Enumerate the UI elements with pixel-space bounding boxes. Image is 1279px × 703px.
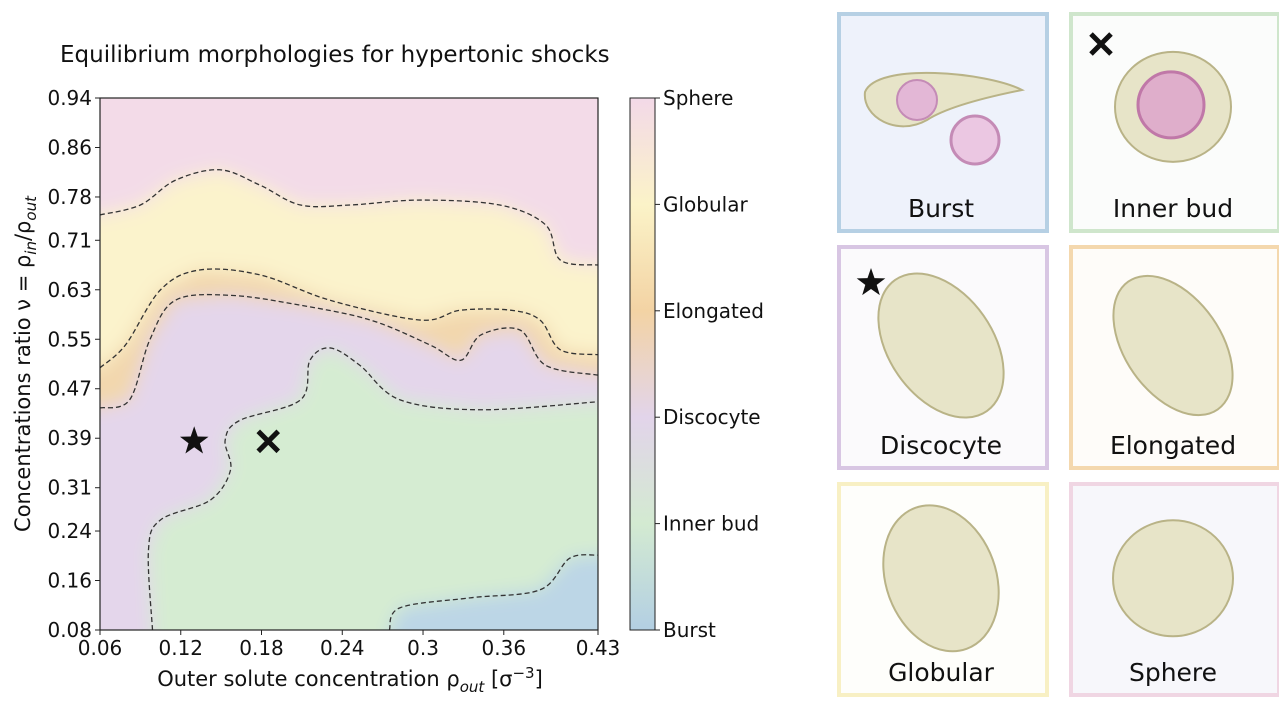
cell-image (1138, 72, 1204, 138)
colorbar-label: Burst (663, 618, 716, 642)
colorbar-label: Sphere (663, 86, 733, 110)
x-axis-label: Outer solute concentration ρout [σ−3] (157, 664, 543, 696)
y-label-sub: in (22, 241, 40, 255)
y-axis-label: Concentrations ratio ν = ρin/ρout (11, 195, 40, 532)
x-label-sup: −3 (512, 664, 534, 682)
panel-label: Sphere (1129, 658, 1217, 687)
x-label-part: Outer solute concentration ρ (157, 667, 460, 691)
y-tick-label: 0.24 (47, 519, 92, 543)
plot-area (70, 68, 628, 660)
x-tick-label: 0.43 (576, 636, 621, 660)
x-label-sub: out (460, 678, 486, 696)
y-tick-label: 0.31 (47, 476, 92, 500)
field (70, 68, 628, 660)
panel-label: Burst (908, 194, 974, 223)
colorbar-label: Discocyte (663, 405, 761, 429)
x-tick-label: 0.36 (482, 636, 527, 660)
y-label-part: Concentrations ratio ν = ρ (11, 255, 35, 532)
colorbar (630, 98, 655, 630)
y-tick-label: 0.16 (47, 569, 92, 593)
y-tick-label: 0.47 (47, 377, 92, 401)
y-tick-label: 0.08 (47, 618, 92, 642)
colorbar-label: Elongated (663, 299, 764, 323)
colorbar-label: Globular (663, 192, 748, 216)
cell-image (951, 116, 999, 164)
panel-label: Discocyte (880, 431, 1002, 460)
cell-image (897, 80, 937, 120)
x-label-part: ] (535, 667, 543, 691)
y-tick-label: 0.78 (47, 185, 92, 209)
panel-label: Inner bud (1113, 194, 1233, 223)
chart-title: Equilibrium morphologies for hypertonic … (60, 42, 610, 68)
panels: Burst Inner bud Discocyte Elongated Globular… (839, 14, 1279, 695)
x-tick-label: 0.24 (320, 636, 365, 660)
panel-label: Globular (888, 658, 995, 687)
y-tick-label: 0.94 (47, 86, 92, 110)
x-tick-label: 0.3 (407, 636, 439, 660)
y-tick-label: 0.86 (47, 135, 92, 159)
x-label-part: [σ (484, 667, 512, 691)
figure: Equilibrium morphologies for hypertonic … (0, 0, 1279, 699)
y-label-part: /ρ (11, 221, 35, 241)
y-tick-label: 0.39 (47, 426, 92, 450)
x-tick-label: 0.18 (239, 636, 284, 660)
panel-label: Elongated (1110, 431, 1236, 460)
x-tick-label: 0.12 (158, 636, 203, 660)
y-label-sub: out (22, 195, 40, 221)
y-tick-label: 0.55 (47, 327, 92, 351)
cell-image (1113, 520, 1233, 636)
y-tick-label: 0.71 (47, 228, 92, 252)
y-tick-label: 0.63 (47, 278, 92, 302)
colorbar-label: Inner bud (663, 512, 759, 536)
